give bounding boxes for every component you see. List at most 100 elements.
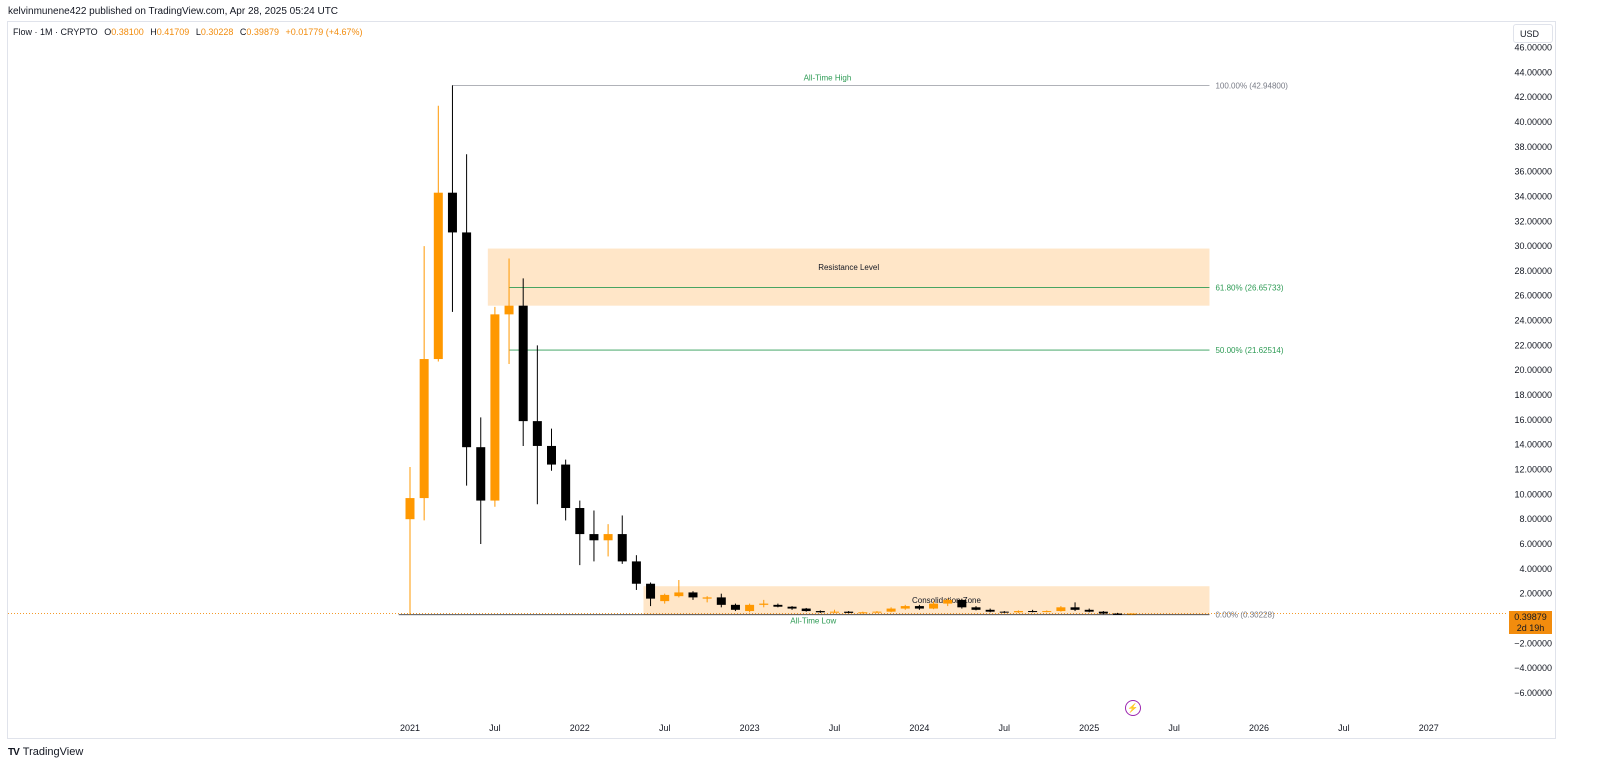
x-tick-label: Jul xyxy=(1168,723,1180,733)
bar-countdown: 2d 19h xyxy=(1516,623,1545,633)
candle-body xyxy=(518,305,528,422)
candle-body xyxy=(716,597,726,605)
candle-body xyxy=(900,606,910,609)
candle-body xyxy=(830,611,839,613)
change-value: +0.01779 (+4.67%) xyxy=(285,27,363,37)
candle-body xyxy=(815,611,825,613)
candles-layer xyxy=(405,85,1137,615)
zone-rect xyxy=(487,248,1210,306)
y-tick-label: 14.00000 xyxy=(1514,440,1552,450)
candle-body xyxy=(886,608,896,612)
candle-body xyxy=(490,314,500,501)
lightning-icon[interactable]: ⚡ xyxy=(1125,700,1141,716)
zone-label: Resistance Level xyxy=(818,263,879,272)
candle-body xyxy=(631,561,641,584)
high-label: H xyxy=(150,27,157,37)
y-tick-label: −6.00000 xyxy=(1514,688,1552,698)
candle-body xyxy=(914,606,924,609)
candle-body xyxy=(1042,611,1052,613)
fib-level-label: 0.00% (0.30228) xyxy=(1215,611,1274,620)
candle-body xyxy=(759,603,769,605)
fib-level-label: 61.80% (26.65733) xyxy=(1215,284,1283,293)
x-tick-label: Jul xyxy=(659,723,671,733)
candle-body xyxy=(985,609,995,612)
footer-brand[interactable]: TV TradingView xyxy=(8,746,83,758)
candle-body xyxy=(1084,609,1094,612)
symbol-legend: Flow · 1M · CRYPTO O0.38100 H0.41709 L0.… xyxy=(13,27,363,37)
current-price: 0.39879 xyxy=(1514,612,1547,622)
close-label: C xyxy=(239,27,247,37)
x-tick-label: 2024 xyxy=(909,723,929,733)
y-tick-label: −2.00000 xyxy=(1514,638,1552,648)
x-tick-label: Jul xyxy=(999,723,1011,733)
candle-body xyxy=(575,508,585,535)
candle-body xyxy=(603,534,613,541)
candle-body xyxy=(1070,607,1080,610)
annotation-label: All-Time Low xyxy=(790,617,836,626)
candle-body xyxy=(532,421,542,446)
candle-body xyxy=(646,583,656,599)
y-tick-label: 12.00000 xyxy=(1514,465,1552,475)
candle-body xyxy=(1028,611,1038,613)
y-tick-label: 24.00000 xyxy=(1514,316,1552,326)
tradingview-logo-icon: TV xyxy=(8,746,20,758)
candle-body xyxy=(561,464,571,509)
chart-frame xyxy=(7,21,1556,739)
candle-body xyxy=(844,611,854,613)
candle-body xyxy=(1056,607,1066,612)
y-tick-label: 46.00000 xyxy=(1514,42,1552,52)
low-label: L xyxy=(195,27,201,37)
candle-body xyxy=(674,592,684,597)
candle-body xyxy=(745,604,755,612)
publisher-line: kelvinmunene422 published on TradingView… xyxy=(8,6,339,17)
y-tick-label: 42.00000 xyxy=(1514,92,1552,102)
y-tick-label: 32.00000 xyxy=(1514,216,1552,226)
candle-body xyxy=(447,192,457,233)
fib-layer: 100.00% (42.94800) 61.80% (26.65733) 50.00… xyxy=(8,81,1508,620)
zone-rect xyxy=(643,586,1210,615)
y-tick-label: 20.00000 xyxy=(1514,365,1552,375)
candle-body xyxy=(1127,613,1137,615)
x-tick-label: 2025 xyxy=(1079,723,1099,733)
y-tick-label: 8.00000 xyxy=(1519,514,1552,524)
candle-body xyxy=(476,447,486,501)
annotations-layer: All-Time High All-Time Low xyxy=(790,73,851,625)
y-tick-label: −4.00000 xyxy=(1514,663,1552,673)
x-tick-label: 2023 xyxy=(740,723,760,733)
current-price-tag: 0.39879 2d 19h xyxy=(1509,611,1552,634)
close-value: 0.39879 xyxy=(246,27,279,37)
low-value: 0.30228 xyxy=(200,27,234,37)
candle-body xyxy=(688,592,698,598)
y-tick-label: 26.00000 xyxy=(1514,291,1552,301)
x-tick-label: Jul xyxy=(489,723,501,733)
y-tick-label: 4.00000 xyxy=(1519,564,1552,574)
candle-body xyxy=(504,305,514,315)
candle-body xyxy=(730,604,740,610)
currency-selector[interactable]: USD xyxy=(1513,24,1553,43)
high-value: 0.41709 xyxy=(156,27,190,37)
y-tick-label: 40.00000 xyxy=(1514,117,1552,127)
candle-body xyxy=(702,597,712,599)
fib-level-label: 100.00% (42.94800) xyxy=(1215,81,1288,90)
candle-body xyxy=(433,192,443,360)
y-tick-label: 2.00000 xyxy=(1519,589,1552,599)
candle-body xyxy=(801,608,811,612)
x-tick-label: 2027 xyxy=(1419,723,1439,733)
y-tick-label: 28.00000 xyxy=(1514,266,1552,276)
y-tick-label: 10.00000 xyxy=(1514,489,1552,499)
candle-body xyxy=(1098,611,1108,614)
candle-body xyxy=(999,611,1009,613)
candle-body xyxy=(1013,611,1023,613)
open-value: 0.38100 xyxy=(111,27,144,37)
y-tick-label: 18.00000 xyxy=(1514,390,1552,400)
candle-body xyxy=(419,359,429,499)
brand-name: TradingView xyxy=(22,746,84,758)
fib-level-label: 50.00% (21.62514) xyxy=(1215,346,1283,355)
candle-body xyxy=(589,534,599,541)
annotation-label: All-Time High xyxy=(804,73,852,82)
candle-body xyxy=(943,599,953,604)
x-tick-label: Jul xyxy=(829,723,841,733)
y-tick-label: 36.00000 xyxy=(1514,167,1552,177)
